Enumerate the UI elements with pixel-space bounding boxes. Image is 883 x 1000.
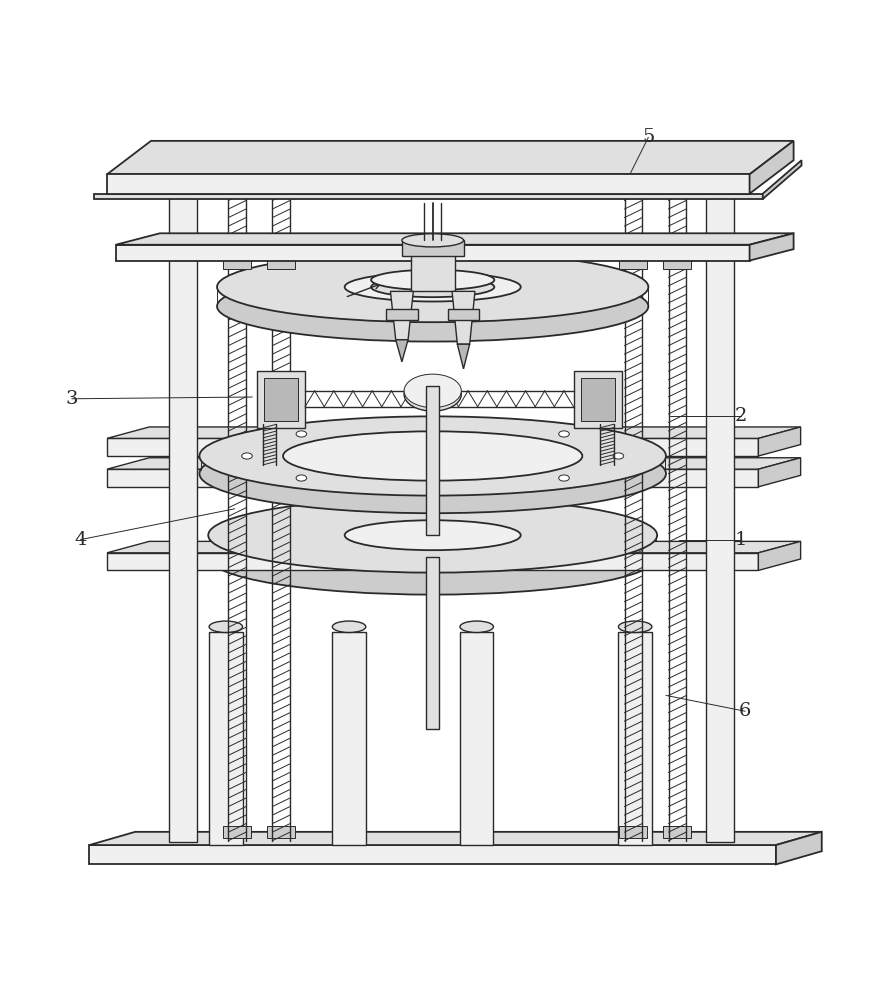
Polygon shape: [618, 632, 652, 845]
Ellipse shape: [402, 234, 464, 247]
Polygon shape: [426, 557, 440, 729]
Ellipse shape: [404, 374, 461, 408]
Ellipse shape: [296, 431, 306, 437]
Polygon shape: [223, 826, 252, 838]
Ellipse shape: [344, 520, 521, 550]
Polygon shape: [386, 309, 418, 320]
Polygon shape: [758, 541, 801, 570]
Ellipse shape: [427, 484, 438, 490]
Ellipse shape: [613, 453, 623, 459]
Polygon shape: [107, 438, 758, 456]
Ellipse shape: [371, 277, 494, 297]
Polygon shape: [89, 832, 822, 845]
Polygon shape: [460, 632, 494, 845]
Ellipse shape: [217, 271, 648, 342]
Ellipse shape: [242, 453, 253, 459]
Polygon shape: [619, 826, 647, 838]
Polygon shape: [750, 233, 794, 261]
Polygon shape: [89, 845, 776, 864]
Ellipse shape: [200, 416, 666, 496]
Polygon shape: [448, 309, 479, 320]
Ellipse shape: [404, 378, 461, 411]
Polygon shape: [763, 160, 802, 199]
Polygon shape: [426, 386, 440, 535]
Polygon shape: [264, 378, 298, 421]
Polygon shape: [758, 458, 801, 487]
Polygon shape: [107, 458, 801, 469]
Ellipse shape: [209, 621, 243, 632]
Polygon shape: [107, 427, 801, 438]
Ellipse shape: [283, 431, 582, 481]
Polygon shape: [581, 378, 615, 421]
Polygon shape: [169, 188, 197, 842]
Polygon shape: [107, 553, 758, 570]
Polygon shape: [706, 188, 734, 842]
Polygon shape: [268, 826, 296, 838]
Ellipse shape: [427, 422, 438, 428]
Ellipse shape: [200, 434, 666, 513]
Polygon shape: [209, 632, 243, 845]
Polygon shape: [457, 344, 470, 369]
Ellipse shape: [296, 475, 306, 481]
Polygon shape: [116, 245, 750, 261]
Ellipse shape: [559, 431, 570, 437]
Polygon shape: [107, 541, 801, 553]
Ellipse shape: [371, 270, 494, 290]
Ellipse shape: [460, 621, 494, 632]
Polygon shape: [574, 371, 622, 428]
Text: 5: 5: [642, 128, 654, 146]
Text: 6: 6: [739, 702, 751, 720]
Ellipse shape: [332, 621, 366, 632]
Polygon shape: [758, 427, 801, 456]
Ellipse shape: [559, 475, 570, 481]
Polygon shape: [390, 291, 413, 340]
Polygon shape: [663, 254, 691, 269]
Ellipse shape: [618, 621, 652, 632]
Text: 1: 1: [735, 531, 747, 549]
Polygon shape: [396, 340, 408, 362]
Text: 2: 2: [735, 407, 747, 425]
Ellipse shape: [217, 252, 648, 322]
Polygon shape: [663, 826, 691, 838]
Polygon shape: [107, 469, 758, 487]
Polygon shape: [268, 254, 296, 269]
Polygon shape: [750, 141, 794, 194]
Polygon shape: [116, 233, 794, 245]
Polygon shape: [776, 832, 822, 864]
Ellipse shape: [208, 498, 657, 573]
Polygon shape: [402, 240, 464, 256]
Text: 4: 4: [74, 531, 87, 549]
Polygon shape: [107, 174, 750, 194]
Polygon shape: [619, 254, 647, 269]
Text: 3: 3: [65, 390, 78, 408]
Ellipse shape: [208, 520, 657, 595]
Polygon shape: [94, 194, 763, 199]
Polygon shape: [223, 254, 252, 269]
Polygon shape: [257, 371, 305, 428]
Polygon shape: [411, 249, 455, 291]
Polygon shape: [332, 632, 366, 845]
Polygon shape: [452, 291, 475, 344]
Ellipse shape: [344, 272, 521, 302]
Polygon shape: [107, 141, 794, 174]
